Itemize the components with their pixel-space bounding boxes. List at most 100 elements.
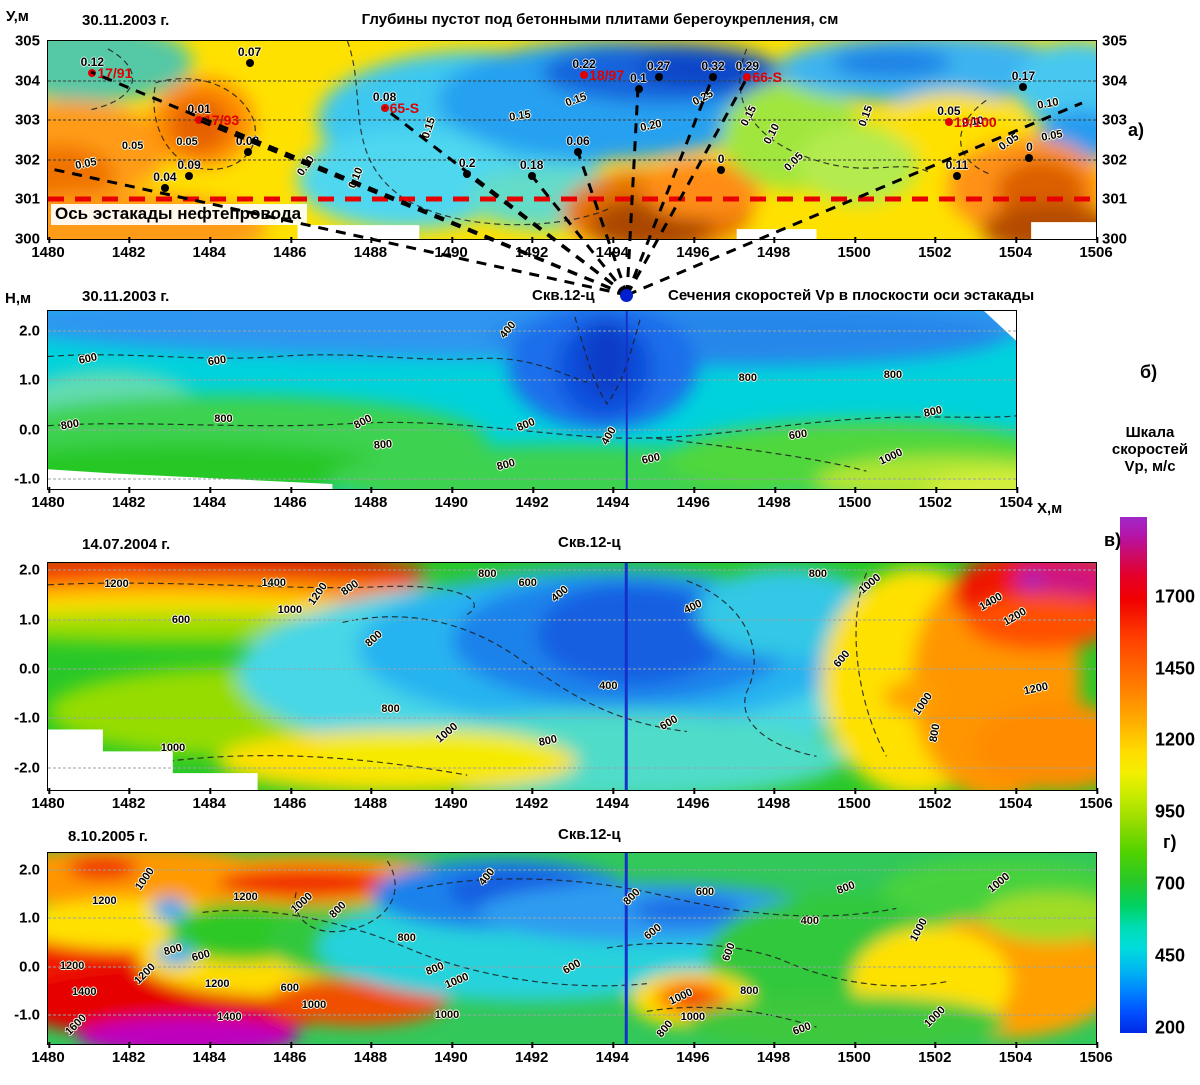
y-tick-label: -1.0: [14, 1006, 40, 1024]
point-value: 0: [717, 151, 725, 166]
contour-label: 800: [339, 577, 362, 598]
y-tick-label: 300: [14, 230, 40, 248]
contour-label: 800: [363, 628, 386, 651]
y-tick-label: 301: [14, 190, 40, 208]
contour-labels-g: 1200 1000 1200 1000 800 400 800 800 600 1200 1200 1…: [48, 853, 1096, 1044]
x-tick-label: 1482: [111, 788, 146, 812]
gridlines-b: [48, 311, 1016, 489]
y-tick-label: 304: [14, 72, 40, 90]
well-label: 19/100: [953, 114, 997, 131]
panel-a-plot: Ось эстакады нефтепровода 0.05 0.05 0.05 0.…: [15, 33, 1127, 262]
y-axis-a-right: 305 304 303 302 301 300: [1098, 33, 1144, 248]
contour-label: 800: [478, 568, 497, 581]
gridline: [48, 330, 1016, 332]
borehole-12-line: [625, 311, 629, 489]
contour-label: 1200: [1022, 680, 1049, 698]
well-12-label-b: Скв.12-ц: [532, 287, 595, 304]
point-dot: [245, 58, 254, 67]
date-panel-v: 14.07.2004 г.: [82, 536, 171, 553]
contour-label: 1400: [72, 985, 97, 998]
contour-label: 800: [738, 371, 757, 384]
x-tick-label: 1506: [1079, 788, 1113, 812]
point-value: 0.22: [572, 56, 596, 71]
panel-marker-g: г): [1163, 832, 1177, 852]
gridline: [48, 569, 1096, 571]
contour-label: 800: [654, 1018, 676, 1041]
contour-label: 800: [214, 412, 233, 425]
point-dot: [580, 70, 589, 79]
x-tick-label: 1506: [1079, 237, 1113, 261]
x-tick-label: 1486: [273, 1042, 307, 1066]
gridline: [48, 619, 1096, 621]
x-tick-label: 1486: [273, 237, 307, 261]
x-tick-label: 1494: [595, 237, 629, 261]
contour-label: 800: [515, 415, 537, 434]
point-dot: [1019, 82, 1028, 91]
contour-label: 600: [78, 351, 99, 368]
point-dot: [243, 147, 252, 156]
point-dot: [743, 72, 752, 81]
point-value: 0.08: [235, 133, 260, 148]
point-dot: [952, 171, 961, 180]
gridline: [48, 869, 1096, 871]
y-axis-unit-label-a: У,м: [6, 8, 29, 25]
contour-label: 1200: [59, 959, 85, 972]
x-tick-label: 1500: [837, 237, 871, 261]
colorbar: [1120, 517, 1147, 1033]
x-tick-label: 1490: [434, 1042, 468, 1066]
x-axis-unit-label: Х,м: [1037, 500, 1063, 517]
colorbar-tick-label: 700: [1155, 873, 1186, 894]
contour-label: 600: [657, 713, 680, 734]
x-tick-label: 1492: [515, 237, 549, 261]
gridline: [48, 478, 1016, 480]
y-axis-b: 2.0 1.0 0.0 -1.0: [2, 311, 44, 489]
point-dot: [195, 116, 204, 125]
contour-labels-b: 600 600 400 800 800 800 800 800 800 400 600 800 800 8…: [48, 311, 1016, 489]
point-value: 0: [1026, 139, 1033, 154]
contour-label: 1000: [877, 446, 905, 468]
figure-title: Глубины пустот под бетонными плитами бер…: [361, 11, 839, 28]
x-tick-label: 1504: [998, 1042, 1033, 1066]
contour-label: 1000: [857, 571, 884, 597]
contour-label: 600: [720, 941, 738, 963]
y-tick-label: 1.0: [19, 611, 40, 629]
x-tick-label: 1506: [1079, 1042, 1113, 1066]
well-label: 18/97: [589, 66, 625, 83]
x-tick-label: 1490: [434, 788, 468, 812]
contour-label: 1000: [288, 890, 316, 916]
contour-label: 1000: [301, 999, 327, 1012]
colorbar-tick-label: 950: [1155, 801, 1186, 822]
x-tick-label: 1484: [192, 237, 226, 261]
well-12-label-g: Скв.12-ц: [558, 826, 621, 843]
point-dot: [185, 171, 194, 180]
date-panel-g: 8.10.2005 г.: [68, 828, 148, 845]
contour-label: 600: [190, 947, 212, 965]
x-tick-label: 1490: [434, 237, 468, 261]
gridline: [48, 1014, 1096, 1016]
well-label: 17/91: [97, 64, 133, 81]
x-tick-label: 1480: [31, 487, 65, 511]
panel-marker-b: б): [1140, 362, 1158, 382]
gridlines-g: [48, 853, 1096, 1044]
x-tick-label: 1500: [837, 487, 872, 511]
point-dot: [574, 147, 583, 156]
contour-label: 1000: [986, 870, 1013, 896]
well-label: 65-S: [389, 100, 420, 117]
x-tick-label: 1498: [756, 237, 791, 261]
contour-label: 800: [923, 404, 944, 421]
contour-label: 800: [835, 879, 857, 898]
colorbar-tick-label: 1200: [1155, 729, 1196, 750]
y-tick-label: -2.0: [14, 759, 40, 777]
contour-label: 1000: [132, 865, 157, 893]
contour-label: 600: [518, 576, 537, 589]
y-tick-label: 2.0: [19, 322, 40, 340]
colorbar-labels: 1700 1450 1200 950 700 450 200: [1155, 517, 1200, 1037]
contour-label: 1000: [433, 720, 461, 746]
y-tick-label: 305: [14, 32, 40, 50]
x-tick-label: 1482: [111, 487, 146, 511]
contour-label: 400: [549, 583, 571, 605]
contour-field-b: [48, 311, 1016, 489]
point-dot: [160, 183, 169, 192]
x-tick-label: 1498: [756, 1042, 791, 1066]
contour-label: 800: [397, 931, 416, 944]
